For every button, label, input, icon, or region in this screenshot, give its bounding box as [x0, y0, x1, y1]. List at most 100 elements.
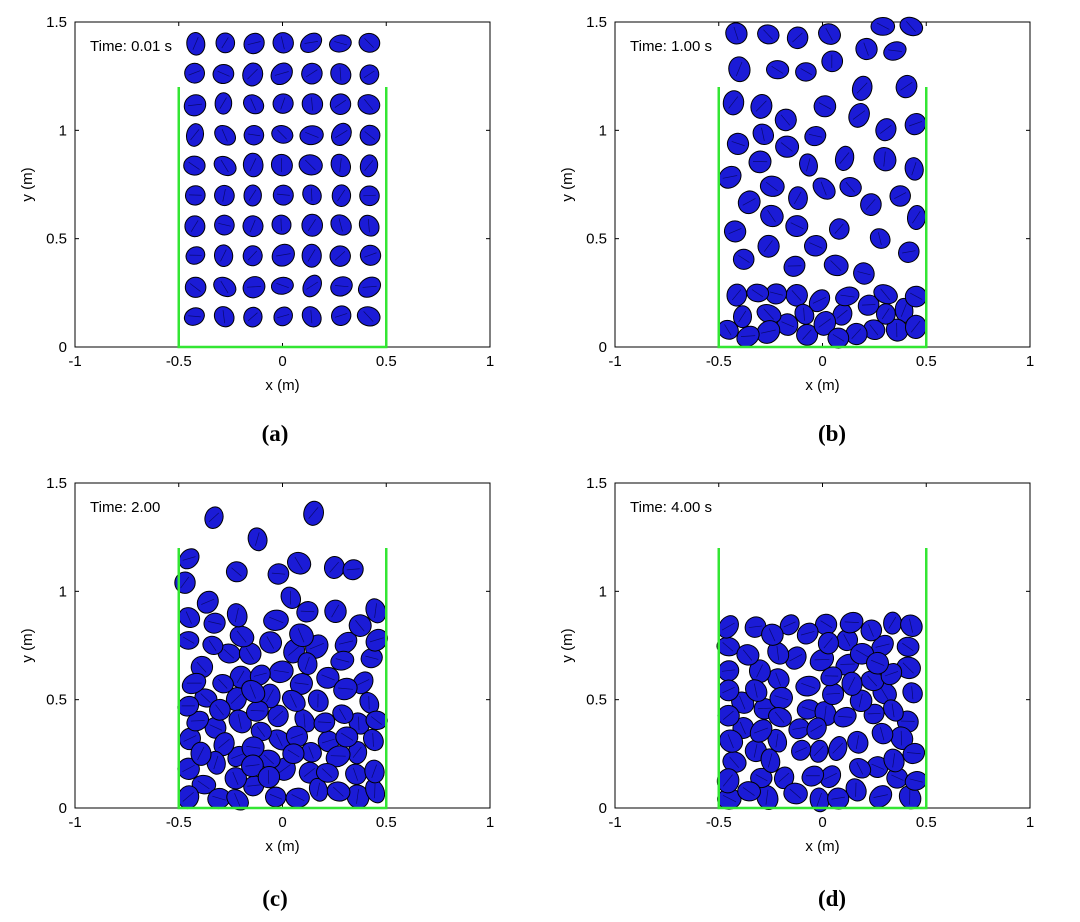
particle-facet: [876, 22, 890, 30]
panel-a: -1 -0.5 0 0.5 1 0 0.5 1 1.5 x (m) y (m) Time: 0.01 …: [0, 0, 540, 461]
particle-facet: [733, 26, 739, 41]
particle-body: [364, 759, 385, 784]
particle: [356, 306, 381, 327]
particle: [357, 276, 382, 298]
particle-facet: [218, 738, 230, 749]
particle: [827, 327, 850, 349]
particle-facet: [760, 329, 776, 334]
particle-facet: [776, 646, 780, 661]
particle-facet: [358, 716, 360, 731]
particle-facet: [321, 768, 333, 778]
particle-facet: [790, 222, 804, 230]
particle-facet: [364, 99, 374, 111]
particle-facet: [810, 724, 823, 733]
particle-facet: [280, 36, 285, 50]
particle-facet: [236, 630, 247, 643]
x-tick-label: 0.5: [376, 353, 397, 370]
particle: [783, 782, 808, 805]
time-label: Time: 2.00: [90, 499, 160, 516]
particle-body: [330, 650, 355, 671]
particle-facet: [339, 158, 342, 173]
particle-facet: [820, 181, 827, 196]
particle-facet: [816, 792, 822, 807]
particle-facet: [274, 71, 289, 76]
particle-body: [333, 677, 358, 701]
particle-facet: [281, 158, 283, 172]
particle-body: [853, 262, 875, 285]
particle-facet: [363, 311, 374, 322]
particle-body: [767, 728, 788, 753]
particle-facet: [218, 222, 231, 227]
particle: [302, 184, 322, 206]
particle: [243, 306, 263, 328]
particle-body: [331, 122, 352, 147]
particle: [752, 123, 775, 146]
particle-facet: [855, 649, 869, 658]
particle-facet: [256, 726, 266, 737]
particle: [184, 185, 206, 206]
particle-body: [213, 276, 237, 298]
particle: [786, 26, 809, 50]
particle-body: [728, 56, 751, 83]
particle-body: [869, 785, 893, 808]
particle-facet: [763, 308, 774, 320]
particle-body: [795, 62, 817, 82]
particle-body: [335, 726, 359, 748]
particle-body: [847, 730, 869, 754]
y-tick-label: 1.5: [586, 475, 607, 492]
particle-facet: [795, 747, 808, 753]
particle-facet: [731, 141, 745, 147]
particle-facet: [335, 658, 350, 663]
particle: [869, 785, 893, 808]
particle: [330, 650, 355, 671]
particle-facet: [307, 249, 316, 262]
particle-body: [821, 50, 844, 73]
particle: [181, 672, 207, 695]
particle: [243, 184, 262, 207]
particle: [331, 184, 352, 207]
particle-facet: [855, 782, 857, 797]
particle-facet: [249, 684, 256, 699]
particle-body: [889, 185, 911, 207]
particle: [774, 108, 797, 132]
particle: [313, 712, 336, 733]
particle: [191, 774, 217, 795]
particle-facet: [896, 322, 898, 338]
particle: [828, 736, 848, 761]
particle: [326, 781, 351, 802]
particle-body: [813, 311, 837, 336]
particle: [308, 777, 329, 802]
particle-facet: [781, 321, 794, 328]
particle-facet: [290, 590, 291, 605]
particle-body: [226, 603, 248, 628]
y-tick-label: 1.5: [46, 14, 67, 31]
particle-facet: [858, 693, 863, 708]
particle-facet: [303, 713, 306, 728]
particle-body: [737, 781, 761, 802]
particle: [281, 689, 306, 712]
particle-facet: [856, 762, 864, 775]
particle-facet: [824, 675, 839, 677]
particle-body: [190, 741, 212, 766]
particle: [821, 50, 844, 73]
particle-facet: [288, 645, 300, 656]
particle-facet: [823, 773, 837, 780]
particle-facet: [742, 649, 753, 661]
particle: [820, 666, 843, 687]
particle-body: [760, 204, 784, 228]
particle-facet: [722, 686, 735, 694]
particle-body: [717, 615, 739, 639]
particle-body: [242, 276, 266, 299]
particle-facet: [271, 572, 286, 575]
particle-body: [823, 254, 849, 277]
particle-facet: [808, 134, 822, 138]
particle-facet: [277, 314, 290, 319]
particle-facet: [374, 783, 376, 799]
particle: [214, 184, 235, 207]
particle: [332, 704, 354, 725]
particle-facet: [751, 289, 764, 298]
particle-facet: [910, 292, 923, 300]
particle: [345, 763, 367, 785]
particle: [243, 124, 265, 146]
chart-c: -1 -0.5 0 0.5 1 0 0.5 1 1.5 x (m) y (m) Time: 2.00: [19, 475, 494, 855]
